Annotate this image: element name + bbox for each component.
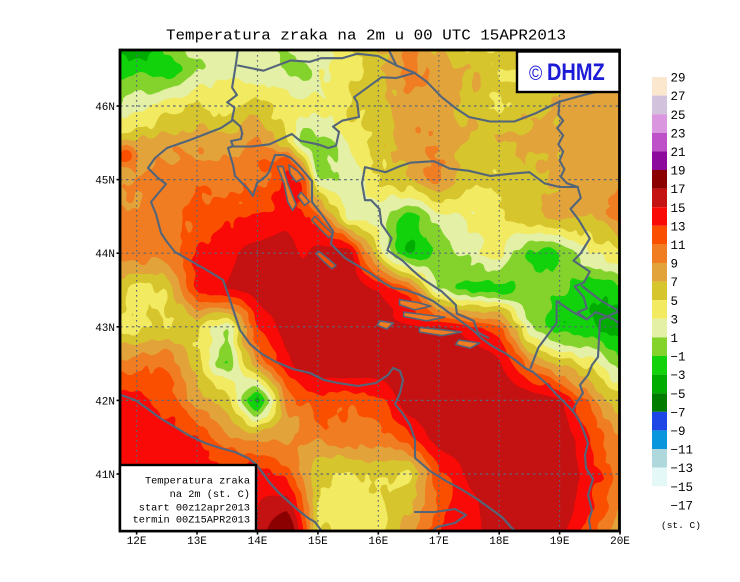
svg-text:14E: 14E <box>248 536 268 548</box>
svg-text:15E: 15E <box>308 536 328 548</box>
svg-text:44N: 44N <box>95 249 115 261</box>
svg-text:−3: −3 <box>671 369 686 383</box>
svg-text:46N: 46N <box>95 102 115 114</box>
svg-text:Temperatura zraka na 2m u 00 U: Temperatura zraka na 2m u 00 UTC 15APR20… <box>166 28 566 45</box>
svg-text:42N: 42N <box>95 396 115 408</box>
svg-text:start 00z12apr2013: start 00z12apr2013 <box>139 502 250 514</box>
svg-text:1: 1 <box>671 332 679 346</box>
svg-text:17E: 17E <box>429 536 449 548</box>
svg-text:−5: −5 <box>671 388 686 402</box>
svg-text:18E: 18E <box>489 536 509 548</box>
svg-text:−17: −17 <box>671 499 694 513</box>
svg-text:©: © <box>529 63 542 85</box>
svg-text:43N: 43N <box>95 323 115 335</box>
svg-text:(st. C): (st. C) <box>661 520 701 531</box>
svg-text:19E: 19E <box>550 536 570 548</box>
svg-text:5: 5 <box>671 295 679 309</box>
svg-text:−7: −7 <box>671 406 686 420</box>
svg-text:23: 23 <box>671 127 686 141</box>
svg-text:13E: 13E <box>187 536 207 548</box>
svg-text:3: 3 <box>671 313 679 327</box>
svg-text:25: 25 <box>671 109 686 123</box>
svg-text:−1: −1 <box>671 351 686 365</box>
svg-text:12E: 12E <box>127 536 147 548</box>
svg-text:9: 9 <box>671 258 679 272</box>
svg-text:11: 11 <box>671 239 686 253</box>
svg-text:termin 00Z15APR2013: termin 00Z15APR2013 <box>133 515 250 527</box>
svg-text:DHMZ: DHMZ <box>547 58 605 85</box>
svg-text:−13: −13 <box>671 462 694 476</box>
svg-text:na 2m (st. C): na 2m (st. C) <box>170 489 250 501</box>
svg-text:−11: −11 <box>671 444 694 458</box>
svg-text:13: 13 <box>671 220 686 234</box>
svg-text:15: 15 <box>671 202 686 216</box>
svg-text:7: 7 <box>671 276 679 290</box>
svg-text:20E: 20E <box>610 536 630 548</box>
svg-text:21: 21 <box>671 146 686 160</box>
svg-text:−15: −15 <box>671 481 694 495</box>
svg-text:19: 19 <box>671 165 686 179</box>
svg-text:45N: 45N <box>95 176 115 188</box>
svg-text:Temperatura zraka: Temperatura zraka <box>145 476 250 488</box>
svg-text:16E: 16E <box>368 536 388 548</box>
svg-text:29: 29 <box>671 72 686 86</box>
svg-text:41N: 41N <box>95 470 115 482</box>
svg-text:−9: −9 <box>671 425 686 439</box>
svg-text:17: 17 <box>671 183 686 197</box>
svg-text:27: 27 <box>671 90 686 104</box>
